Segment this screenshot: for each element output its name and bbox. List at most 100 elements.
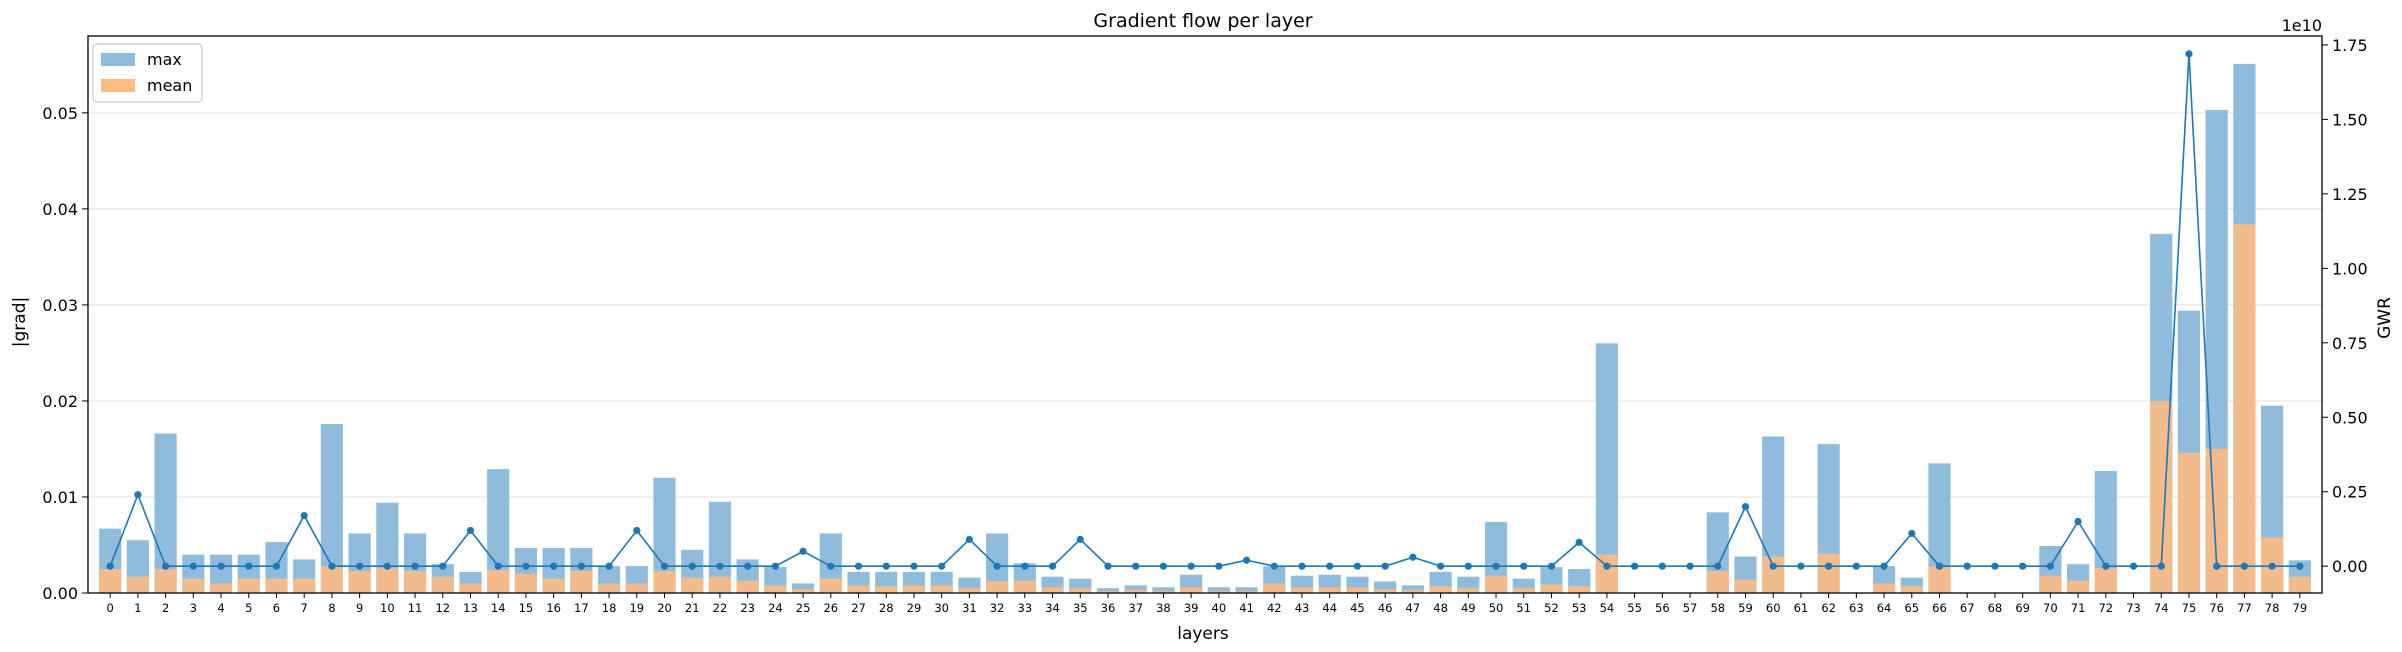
gwr-point — [910, 562, 918, 570]
x-tick-label: 51 — [1516, 601, 1531, 615]
x-tick-label: 53 — [1572, 601, 1587, 615]
y2-axis-label: GWR — [2375, 297, 2395, 339]
mean-bar — [2039, 575, 2062, 593]
gwr-point — [1714, 562, 1722, 570]
gwr-point — [217, 562, 225, 570]
gwr-point — [2213, 562, 2221, 570]
mean-bar — [237, 578, 260, 593]
max-bar — [320, 423, 343, 593]
mean-bar — [1290, 587, 1314, 593]
gwr-point — [1104, 562, 1112, 570]
gwr-point — [162, 562, 170, 570]
gwr-point — [1242, 556, 1251, 564]
max-bar — [653, 477, 676, 593]
mean-bar — [2094, 568, 2117, 593]
gwr-point — [938, 562, 946, 570]
gwr-point — [1658, 562, 1666, 570]
gwr-point — [1409, 553, 1417, 561]
gwr-point — [1048, 562, 1057, 570]
legend: max mean — [92, 43, 203, 103]
x-tick-label: 19 — [629, 601, 644, 615]
mean-bar — [1872, 583, 1896, 593]
x-tick-label: 72 — [2098, 601, 2113, 615]
x-tick-label: 47 — [1406, 601, 1421, 615]
legend-label-max: max — [147, 50, 182, 69]
mean-bar — [1318, 587, 1341, 593]
max-bar — [792, 583, 815, 593]
mean-bar — [1817, 553, 1840, 593]
x-tick-label: 77 — [2237, 601, 2252, 615]
mean-bar — [1207, 591, 1230, 593]
mean-bar — [708, 576, 732, 593]
gwr-point — [1492, 562, 1500, 570]
x-tick-label: 76 — [2209, 601, 2224, 615]
mean-bar — [126, 576, 149, 593]
y-tick-label: 0.02 — [42, 392, 78, 411]
mean-bar — [681, 577, 704, 593]
x-tick-group: 0 1 2 3 4 5 6 7 8 9 10 11 12 13 14 15 16 17 18 19 20 21 22 23 24… — [107, 593, 2307, 615]
x-tick-label: 56 — [1655, 601, 1670, 615]
x-tick-label: 13 — [463, 601, 478, 615]
gwr-line — [109, 53, 2300, 567]
mean-bar — [1429, 586, 1452, 593]
mean-bar — [1180, 587, 1203, 593]
x-tick-label: 66 — [1932, 601, 1947, 615]
x-tick-label: 2 — [162, 601, 169, 615]
x-tick-label: 20 — [657, 601, 672, 615]
gwr-point — [2074, 517, 2082, 526]
mean-bar — [986, 581, 1009, 593]
mean-bar — [348, 570, 371, 593]
y2-tick-label: 0.00 — [2332, 557, 2368, 576]
mean-bar — [1706, 570, 1729, 593]
x-tick-label: 50 — [1489, 601, 1504, 615]
gwr-point — [383, 562, 391, 570]
x-tick-label: 43 — [1295, 601, 1310, 615]
x-tick-label: 25 — [796, 601, 811, 615]
x-tick-label: 31 — [962, 601, 977, 615]
y2-offset-text: 1e10 — [2282, 16, 2322, 35]
mean-bar — [1374, 589, 1397, 593]
x-tick-label: 42 — [1267, 601, 1282, 615]
y2-tick-label: 1.75 — [2332, 36, 2368, 55]
max-bar — [1401, 585, 1424, 593]
x-tick-label: 28 — [879, 601, 894, 615]
mean-bar — [1096, 591, 1120, 593]
gwr-point — [1464, 562, 1472, 570]
y2-tick-label: 0.25 — [2332, 483, 2368, 502]
mean-bar — [1762, 556, 1785, 593]
x-tick-label: 68 — [1988, 601, 2003, 615]
y2-tick-label: 1.25 — [2332, 185, 2368, 204]
gwr-point — [1880, 562, 1888, 570]
x-tick-label: 71 — [2071, 601, 2086, 615]
max-bar — [487, 469, 510, 593]
x-tick-label: 33 — [1018, 601, 1033, 615]
y-tick-label: 0.04 — [42, 200, 78, 219]
gwr-point — [439, 562, 447, 570]
mean-bar — [958, 588, 981, 593]
gwr-point — [1852, 562, 1860, 570]
y2-tick-label: 0.50 — [2332, 408, 2368, 427]
gwr-point — [771, 562, 779, 570]
x-tick-label: 22 — [713, 601, 728, 615]
gwr-point — [1436, 562, 1445, 570]
mean-bar — [736, 580, 759, 593]
x-tick-label: 73 — [2126, 601, 2141, 615]
mean-bar — [431, 576, 454, 593]
mean-bar — [459, 583, 482, 593]
gwr-point — [2129, 562, 2138, 570]
mean-bar — [1928, 566, 1951, 593]
mean-bar — [2067, 580, 2090, 593]
mean-bar — [1069, 588, 1092, 593]
gwr-point — [965, 535, 974, 543]
gwr-point — [1159, 562, 1168, 570]
gwr-point — [688, 562, 696, 570]
gwr-point — [2296, 562, 2304, 570]
gwr-point — [1270, 562, 1278, 570]
gwr-point — [522, 562, 530, 570]
x-tick-label: 40 — [1212, 601, 1227, 615]
x-tick-label: 16 — [546, 601, 561, 615]
x-tick-label: 9 — [356, 601, 363, 615]
x-tick-label: 11 — [408, 601, 423, 615]
max-bar — [2094, 471, 2117, 593]
mean-bar — [653, 570, 676, 593]
